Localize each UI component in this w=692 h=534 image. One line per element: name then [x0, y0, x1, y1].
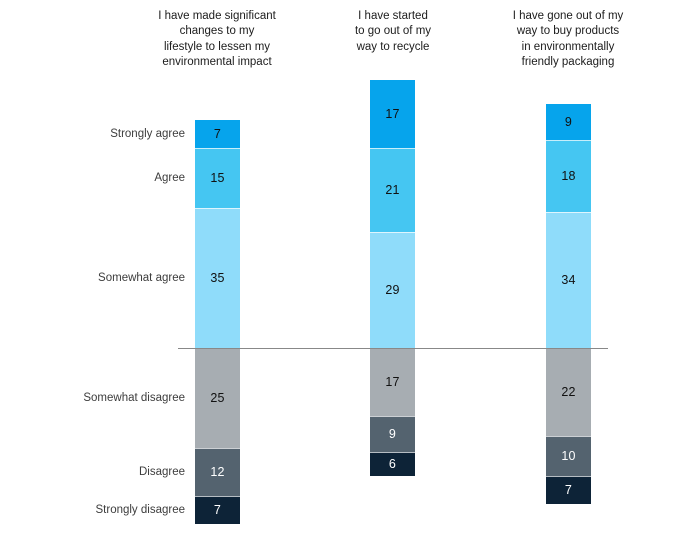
segment-agree-col2: 21 [370, 148, 415, 232]
row-label-somewhat-agree: Somewhat agree [98, 272, 185, 284]
segment-strongly-disagree-col2: 6 [370, 452, 415, 476]
segment-disagree-col3: 10 [546, 436, 591, 476]
segment-disagree-col2: 9 [370, 416, 415, 452]
stacked-bar-column-3: 9 18 34 22 10 7 [546, 104, 591, 504]
segment-strongly-agree-col3: 9 [546, 104, 591, 140]
segment-agree-col1: 15 [195, 148, 240, 208]
segment-somewhat-agree-col1: 35 [195, 208, 240, 348]
segment-strongly-agree-col1: 7 [195, 120, 240, 148]
stacked-bar-column-1: 7 15 35 25 12 7 [195, 120, 240, 524]
segment-strongly-agree-col2: 17 [370, 80, 415, 148]
row-label-disagree: Disagree [138, 466, 185, 478]
segment-strongly-disagree-col1: 7 [195, 496, 240, 524]
segment-strongly-disagree-col3: 7 [546, 476, 591, 504]
segment-somewhat-disagree-col2: 17 [370, 348, 415, 416]
segment-agree-col3: 18 [546, 140, 591, 212]
row-label-strongly-disagree: Strongly disagree [95, 504, 186, 516]
segment-somewhat-disagree-col1: 25 [195, 348, 240, 448]
segment-somewhat-agree-col2: 29 [370, 232, 415, 348]
row-label-strongly-agree: Strongly agree [110, 128, 185, 140]
column-title-friendly-packaging: I have gone out of my way to buy product… [512, 10, 624, 69]
stacked-bar-column-2: 17 21 29 17 9 6 [370, 80, 415, 476]
segment-somewhat-agree-col3: 34 [546, 212, 591, 348]
row-label-somewhat-disagree: Somewhat disagree [83, 392, 185, 404]
segment-somewhat-disagree-col3: 22 [546, 348, 591, 436]
segment-disagree-col1: 12 [195, 448, 240, 496]
column-title-lifestyle-changes: I have made significant changes to my li… [158, 10, 276, 69]
zero-baseline [178, 348, 608, 349]
row-label-agree: Agree [154, 172, 185, 184]
column-title-recycle: I have started to go out of my way to re… [354, 10, 432, 53]
